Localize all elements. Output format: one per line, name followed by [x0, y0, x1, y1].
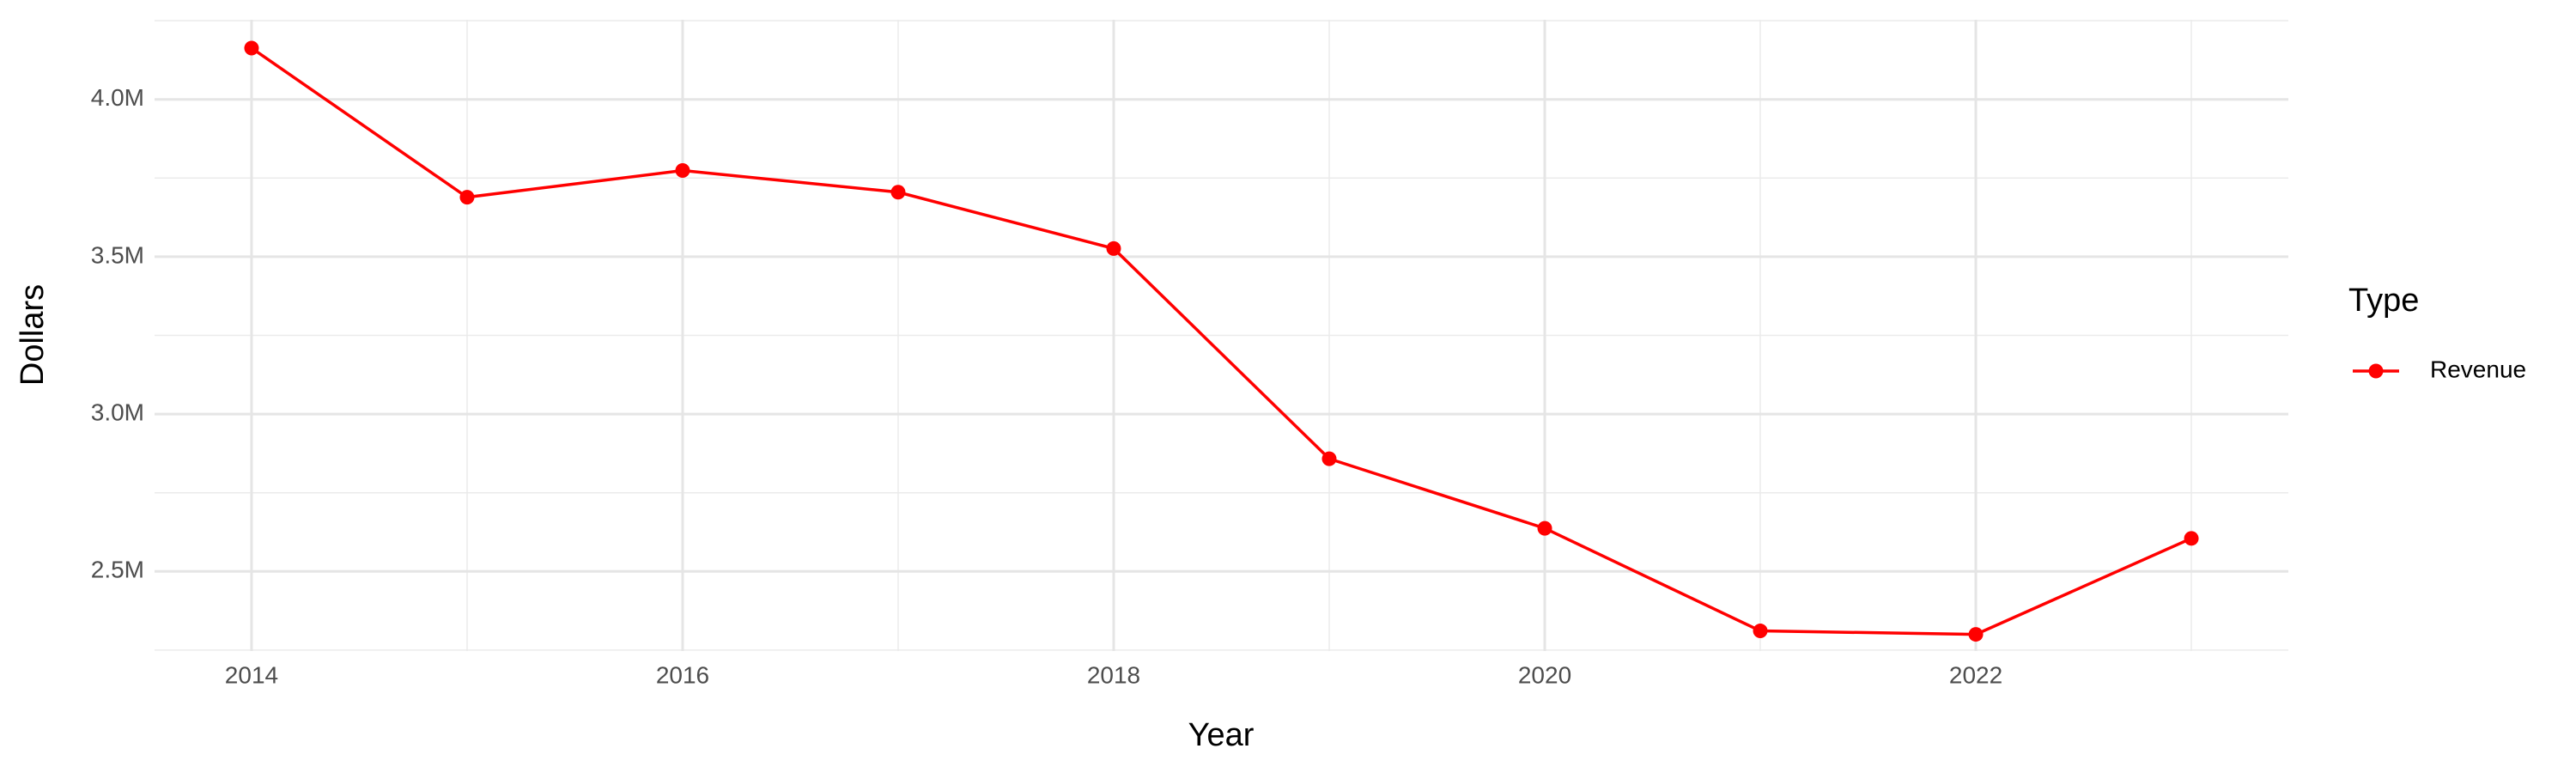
x-tick-label: 2014 [225, 661, 278, 688]
y-axis-title: Dollars [15, 284, 51, 386]
point [675, 163, 690, 179]
legend-point [2368, 363, 2384, 379]
legend-label: Revenue [2430, 356, 2526, 382]
point [1753, 624, 1768, 639]
legend-title: Type [2348, 283, 2419, 319]
point [1537, 520, 1552, 536]
point [1968, 627, 1984, 642]
x-tick-label: 2022 [1949, 661, 2002, 688]
point [1321, 451, 1337, 466]
x-axis-title: Year [1188, 717, 1255, 753]
x-tick-label: 2018 [1087, 661, 1140, 688]
y-tick-label: 2.5M [91, 557, 144, 583]
y-tick-label: 3.5M [91, 241, 144, 268]
x-tick-label: 2020 [1518, 661, 1571, 688]
line [250, 46, 2192, 636]
point [890, 185, 906, 200]
y-tick-label: 4.0M [91, 84, 144, 111]
x-tick-label: 2016 [656, 661, 709, 688]
y-tick-label: 3.0M [91, 399, 144, 425]
point [244, 40, 259, 56]
point [2184, 531, 2199, 546]
grid [155, 20, 2288, 651]
point [1106, 240, 1121, 256]
point [459, 190, 475, 205]
